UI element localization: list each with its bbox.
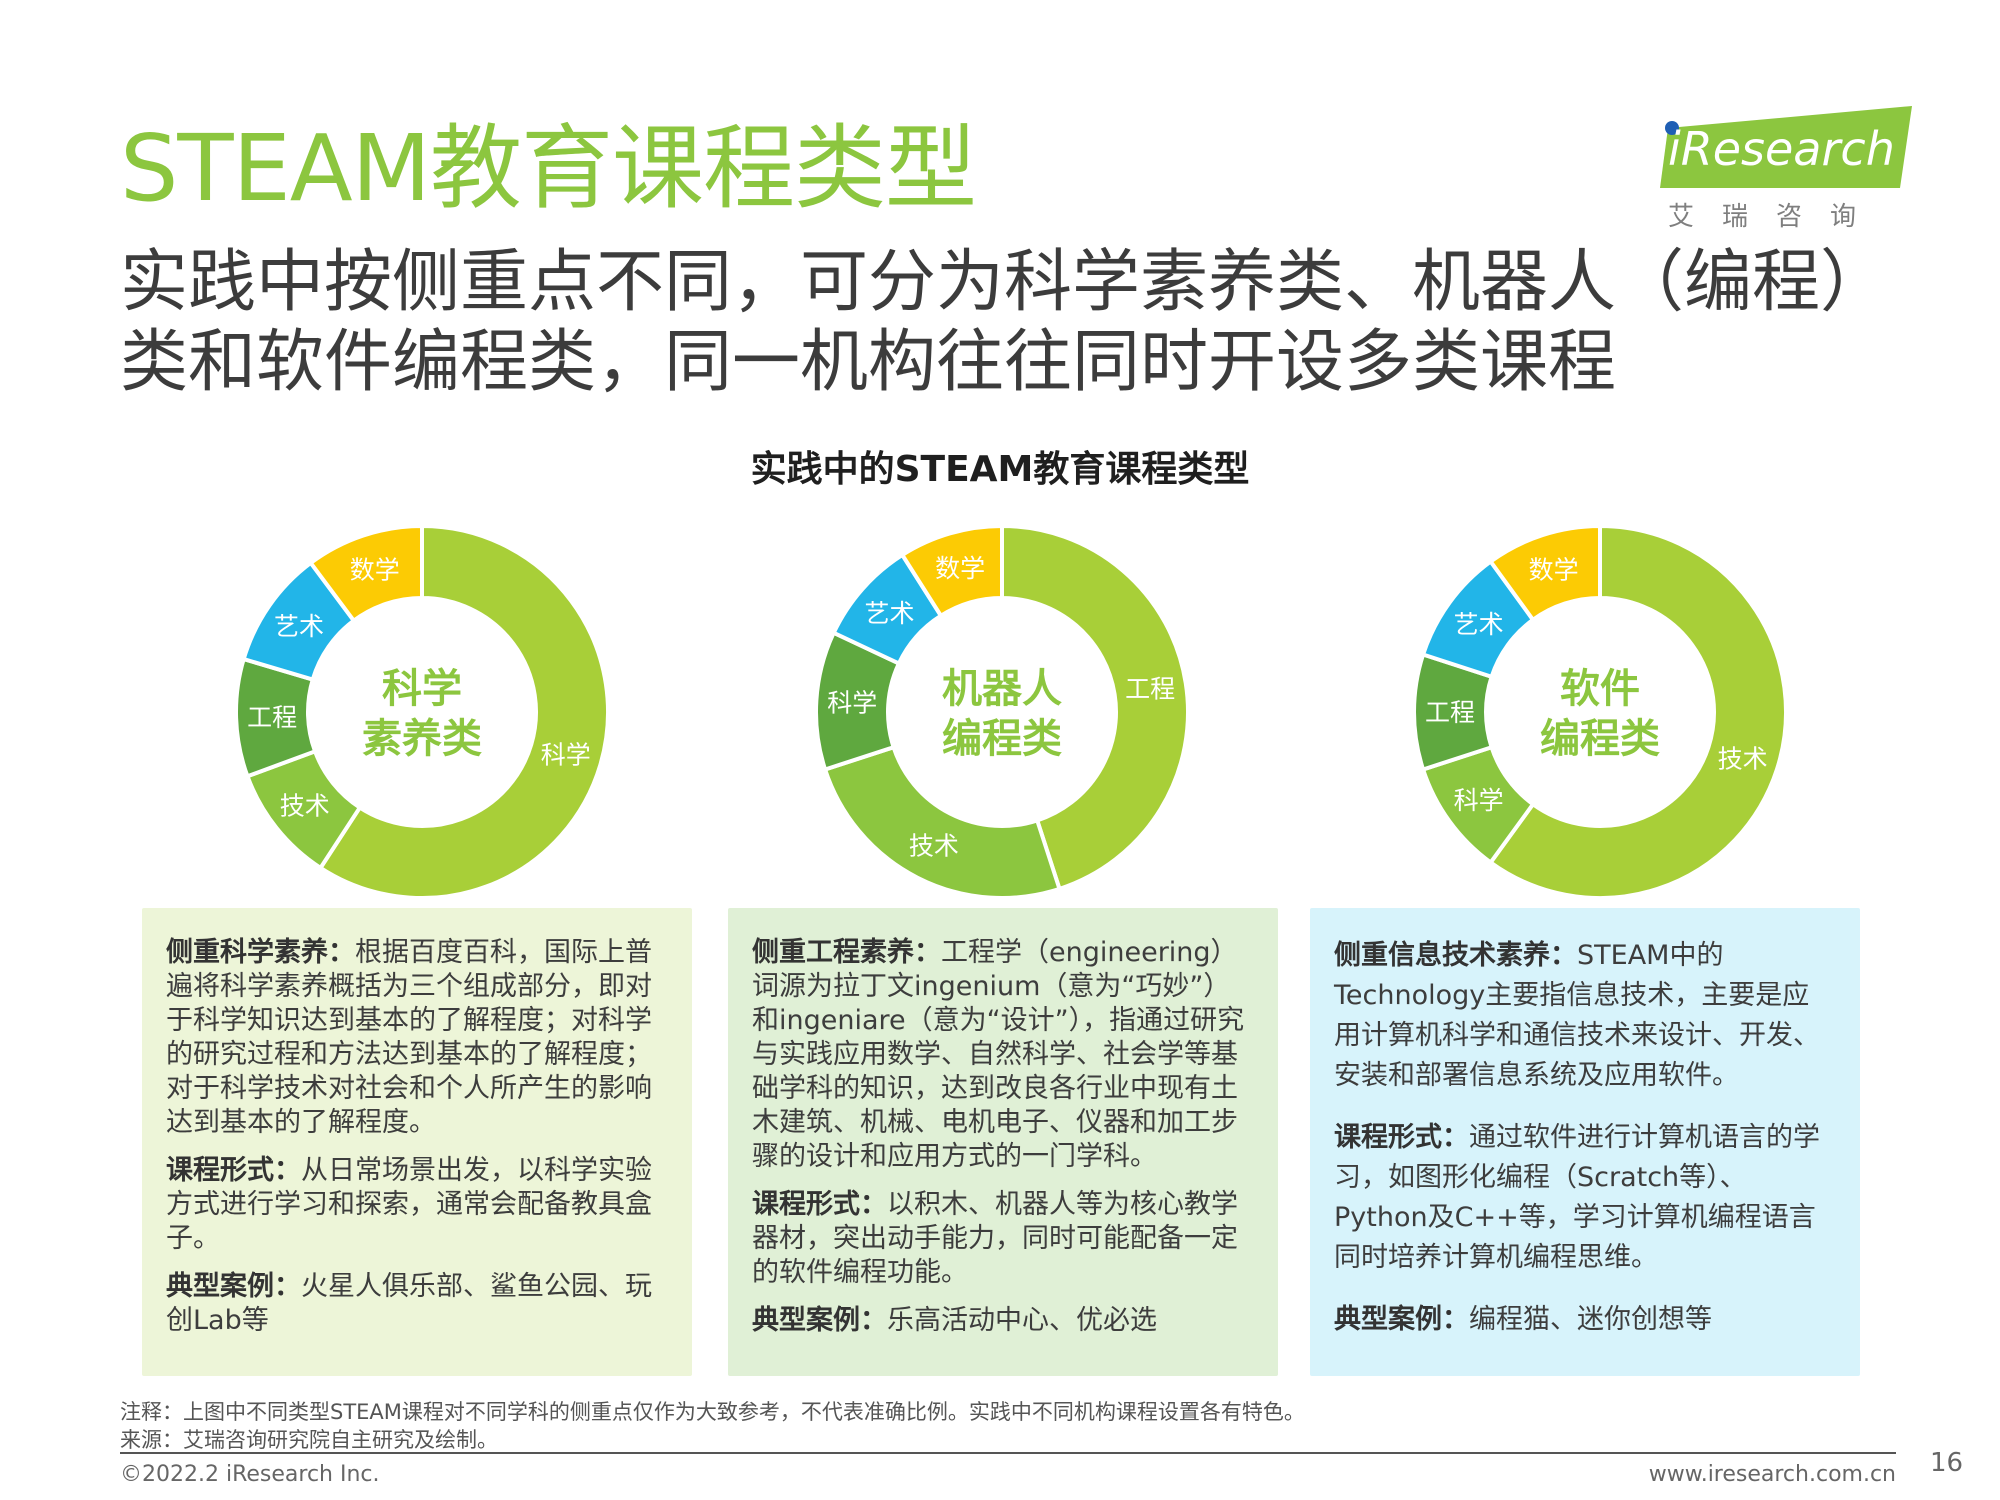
donut-3-center-label-1: 软件 bbox=[1560, 666, 1640, 712]
donut-3-label-2: 科学 bbox=[1454, 786, 1504, 815]
page-title: STEAM教育课程类型 bbox=[120, 115, 977, 222]
chart-title: 实践中的STEAM教育课程类型 bbox=[750, 449, 1250, 490]
donut-2-label-2: 技术 bbox=[909, 832, 959, 861]
donut-2-slice-2 bbox=[822, 744, 1063, 900]
donut-1-label-3: 工程 bbox=[247, 703, 297, 732]
donut-3-center-label-2: 编程类 bbox=[1540, 716, 1660, 762]
box-1-form: 课程形式：从日常场景出发，以科学实验方式进行学习和探索，通常会配备教具盒子。 bbox=[166, 1155, 652, 1254]
donut-2-label-3: 科学 bbox=[827, 689, 877, 718]
donut-2-label-5: 数学 bbox=[935, 554, 985, 583]
donut-1-slice-5 bbox=[307, 523, 424, 624]
subtitle-line-2: 类和软件编程类，同一机构往往同时开设多类课程 bbox=[120, 323, 1617, 402]
page-number: 16 bbox=[1930, 1448, 1964, 1478]
website-url: www.iresearch.com.cn bbox=[1648, 1462, 1896, 1487]
box-1-focus: 侧重科学素养：根据百度百科，国际上普遍将科学素养概括为三个组成部分，即对于科学知… bbox=[166, 937, 652, 1138]
donut-3-label-3: 工程 bbox=[1425, 698, 1475, 727]
box-science-literacy: 侧重科学素养：根据百度百科，国际上普遍将科学素养概括为三个组成部分，即对于科学知… bbox=[142, 908, 692, 1376]
box-3-form: 课程形式：通过软件进行计算机语言的学习，如图形化编程（Scratch等）、Pyt… bbox=[1334, 1122, 1820, 1273]
footnote: 注释：上图中不同类型STEAM课程对不同学科的侧重点仅作为大致参考，不代表准确比… bbox=[120, 1400, 1305, 1424]
subtitle-line-1: 实践中按侧重点不同，可分为科学素养类、机器人（编程） bbox=[120, 243, 1889, 322]
donut-2-slice-5 bbox=[899, 523, 1004, 619]
box-2-focus: 侧重工程素养：工程学（engineering）词源为拉丁文ingenium（意为… bbox=[752, 937, 1245, 1172]
donut-3-slice-5 bbox=[1487, 523, 1602, 623]
donut-1-label-1: 科学 bbox=[541, 741, 591, 770]
footer-divider bbox=[120, 1452, 1896, 1454]
box-2-form: 课程形式：以积木、机器人等为核心教学器材，突出动手能力，同时可能配备一定的软件编… bbox=[752, 1189, 1238, 1288]
logo-cn-text: 艾瑞咨询 bbox=[1668, 202, 1885, 232]
copyright: ©2022.2 iResearch Inc. bbox=[120, 1462, 380, 1487]
source-note: 来源：艾瑞咨询研究院自主研究及绘制。 bbox=[120, 1428, 498, 1452]
iresearch-logo bbox=[1660, 106, 1912, 188]
box-3-case: 典型案例：编程猫、迷你创想等 bbox=[1334, 1304, 1712, 1335]
box-2-case: 典型案例：乐高活动中心、优必选 bbox=[752, 1305, 1157, 1336]
donut-2-slice-1 bbox=[1000, 523, 1190, 892]
logo-text: iResearch bbox=[1668, 122, 1895, 176]
donut-1-label-4: 艺术 bbox=[274, 612, 324, 641]
donut-2-label-4: 艺术 bbox=[864, 599, 914, 628]
donut-3-label-4: 艺术 bbox=[1454, 610, 1504, 639]
donut-2-center-label-1: 机器人 bbox=[942, 666, 1062, 712]
donut-2-label-1: 工程 bbox=[1125, 675, 1175, 704]
box-1-case: 典型案例：火星人俱乐部、鲨鱼公园、玩创Lab等 bbox=[166, 1271, 652, 1336]
donut-1-center-label-1: 科学 bbox=[382, 666, 462, 712]
box-engineering-literacy: 侧重工程素养：工程学（engineering）词源为拉丁文ingenium（意为… bbox=[728, 908, 1278, 1376]
donut-1-label-5: 数学 bbox=[350, 556, 400, 585]
donut-1-center-label-2: 素养类 bbox=[362, 716, 482, 762]
donut-1-slice-1 bbox=[317, 523, 610, 900]
donut-2-center-label-2: 编程类 bbox=[942, 716, 1062, 762]
box-it-literacy: 侧重信息技术素养：STEAM中的Technology主要指信息技术，主要是应用计… bbox=[1310, 908, 1860, 1376]
donut-3-label-5: 数学 bbox=[1529, 555, 1579, 584]
donut-1-label-2: 技术 bbox=[280, 792, 330, 821]
donut-3-slice-1 bbox=[1487, 523, 1788, 900]
box-3-focus: 侧重信息技术素养：STEAM中的Technology主要指信息技术，主要是应用计… bbox=[1334, 940, 1820, 1091]
donut-3-label-1: 技术 bbox=[1718, 744, 1768, 773]
